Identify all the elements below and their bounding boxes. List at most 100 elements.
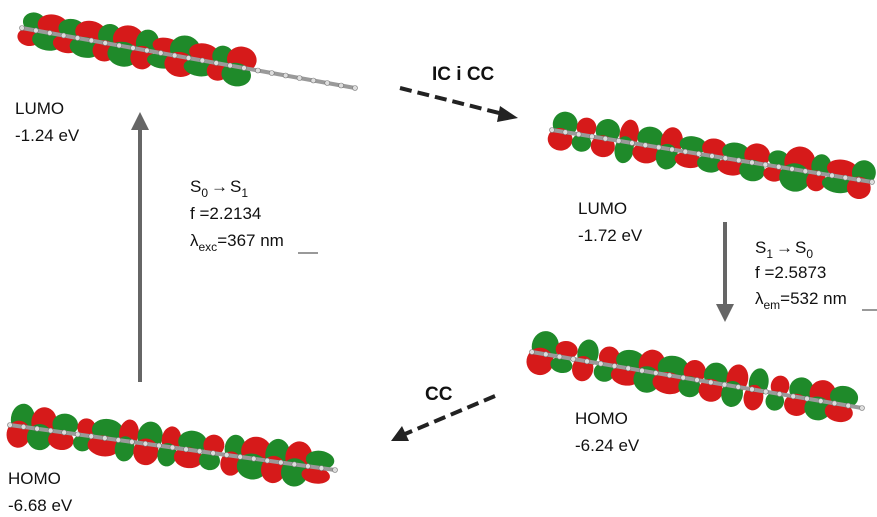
atom: [200, 58, 205, 63]
atom: [598, 361, 603, 366]
atom: [172, 53, 177, 58]
atom: [255, 68, 260, 73]
atom: [790, 167, 795, 172]
atom: [870, 180, 875, 185]
atom: [630, 141, 635, 146]
atom: [843, 175, 848, 180]
atom: [269, 71, 274, 76]
diagram: LUMO -1.24 eV LUMO -1.72 eV HOMO -6.24 e…: [0, 0, 877, 517]
atom: [251, 456, 256, 461]
atom: [667, 373, 672, 378]
atom: [47, 31, 52, 36]
atom: [131, 46, 136, 51]
arrow-head: [716, 304, 734, 322]
atom: [292, 462, 297, 467]
arrow-label: IC i CC: [432, 64, 495, 85]
atom: [325, 81, 330, 86]
atom: [695, 378, 700, 383]
atom: [283, 73, 288, 78]
lambda-sub: exc: [199, 240, 218, 254]
atom: [265, 458, 270, 463]
atom: [708, 380, 713, 385]
atom: [736, 385, 741, 390]
atom: [102, 436, 107, 441]
atom: [777, 392, 782, 397]
atom: [143, 441, 148, 446]
atom: [242, 66, 247, 71]
atom: [158, 51, 163, 56]
atom: [186, 56, 191, 61]
atom: [832, 401, 837, 406]
atom: [530, 350, 535, 355]
atom: [696, 151, 701, 156]
atom: [626, 366, 631, 371]
state: S: [190, 177, 201, 196]
state: S: [755, 238, 766, 257]
atom: [643, 143, 648, 148]
atom: [791, 394, 796, 399]
atom: [75, 36, 80, 41]
atom: [353, 86, 358, 91]
atom: [656, 145, 661, 150]
atom: [612, 364, 617, 369]
atom: [750, 160, 755, 165]
atom: [8, 423, 13, 428]
orbital-energy: -1.72 eV: [578, 226, 643, 245]
oscillator-strength: f =2.5873: [755, 263, 826, 282]
atom: [710, 154, 715, 159]
orbital-energy: -1.24 eV: [15, 126, 80, 145]
wavelength: λexc=367 nm: [190, 231, 284, 254]
atom: [803, 169, 808, 174]
atom: [129, 439, 134, 444]
atom: [311, 78, 316, 83]
oscillator-strength: f =2.2134: [190, 204, 261, 223]
atom: [576, 132, 581, 137]
transition-states: S1→S0: [755, 238, 813, 261]
wavelength: λem=532 nm: [755, 289, 847, 312]
atom: [116, 438, 121, 443]
atom: [763, 389, 768, 394]
atom: [156, 443, 161, 448]
state-index: 0: [201, 186, 208, 200]
lambda-value: =367 nm: [217, 231, 284, 250]
atom: [117, 43, 122, 48]
atom: [776, 164, 781, 169]
state: S: [795, 238, 806, 257]
atom: [681, 375, 686, 380]
atom: [103, 41, 108, 46]
orbital-label: LUMO: [15, 99, 64, 118]
atom: [214, 61, 219, 66]
atom: [860, 406, 865, 411]
atom: [211, 451, 216, 456]
orbital-label: HOMO: [575, 409, 628, 428]
atom: [89, 434, 94, 439]
atom: [818, 399, 823, 404]
arrow-label: CC: [425, 384, 453, 405]
orbital-label: LUMO: [578, 199, 627, 218]
atom: [722, 382, 727, 387]
transition-arrow: →: [776, 238, 793, 257]
atom: [61, 33, 66, 38]
atom: [62, 430, 67, 435]
atom: [736, 158, 741, 163]
atom: [339, 83, 344, 88]
atom: [670, 147, 675, 152]
atom: [21, 424, 26, 429]
atom: [75, 432, 80, 437]
relaxation-arrow: [400, 88, 503, 114]
transition-states: S0→S1: [190, 177, 248, 200]
atom: [763, 162, 768, 167]
atom: [197, 449, 202, 454]
transition-arrow: →: [211, 177, 228, 196]
atom: [48, 428, 53, 433]
orbital-energy: -6.68 eV: [8, 496, 73, 515]
state: S: [230, 177, 241, 196]
atom: [278, 460, 283, 465]
lambda-value: =532 nm: [780, 289, 847, 308]
atom: [640, 368, 645, 373]
atom: [35, 426, 40, 431]
atom: [144, 48, 149, 53]
state-index: 0: [806, 247, 813, 261]
atom: [750, 387, 755, 392]
atom: [184, 447, 189, 452]
